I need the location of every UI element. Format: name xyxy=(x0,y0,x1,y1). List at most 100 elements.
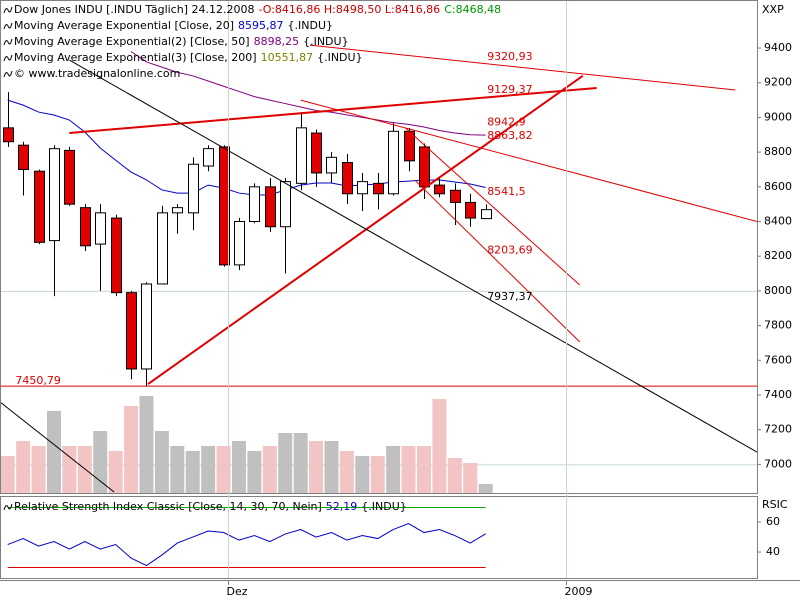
legend-text: 52,19 xyxy=(326,500,358,513)
volume-bar xyxy=(108,451,123,493)
volume-bar xyxy=(416,446,431,493)
volume-bar xyxy=(62,446,77,493)
rsi-plot xyxy=(7,507,486,568)
candle-body xyxy=(111,217,122,294)
volume-bar xyxy=(339,451,354,493)
candle-body xyxy=(49,148,60,242)
candle-body xyxy=(280,181,291,228)
price-label: 8541,5 xyxy=(487,185,526,198)
y-tick-label: 60 xyxy=(766,515,780,528)
indicator-icon xyxy=(3,54,13,62)
candle-body xyxy=(434,184,445,195)
candle-body xyxy=(265,186,276,228)
candle-body xyxy=(95,212,106,245)
price-label: 8942,9 xyxy=(487,115,526,128)
legend-text: © www.tradesignalonline.com xyxy=(14,67,180,80)
y-tick-label: 9400 xyxy=(764,41,792,54)
legend-entry: Moving Average Exponential(3) [Close, 20… xyxy=(14,51,363,64)
price-label: 9129,37 xyxy=(487,83,533,96)
volume-bar xyxy=(432,399,447,493)
candle-body xyxy=(141,283,152,370)
y-tick-label: 8000 xyxy=(764,284,792,297)
indicator-line xyxy=(130,51,486,136)
legend-text: Moving Average Exponential [Close, 20] xyxy=(14,19,234,32)
trendline xyxy=(309,44,736,91)
candle-body xyxy=(373,182,384,195)
indicator-icon xyxy=(3,6,13,14)
candle-body xyxy=(3,127,14,143)
legend-entry: Moving Average Exponential(2) [Close, 50… xyxy=(14,35,349,48)
volume-bar xyxy=(447,458,462,493)
volume-bar xyxy=(154,431,169,493)
candle-body xyxy=(172,207,183,214)
candle-body xyxy=(419,146,430,188)
legend-entry: Moving Average Exponential [Close, 20] 85… xyxy=(14,19,333,32)
candle-body xyxy=(342,162,353,195)
axis-label: RSIC xyxy=(762,498,788,511)
legend-text: {.INDU} xyxy=(317,51,363,64)
volume-bar xyxy=(324,441,339,493)
trendline xyxy=(414,179,581,343)
y-tick-label: 8400 xyxy=(764,215,792,228)
volume-bar xyxy=(370,456,385,493)
indicator-icon xyxy=(3,38,13,46)
trendline xyxy=(405,127,581,286)
legend-text: 8595,87 xyxy=(238,19,284,32)
price-label: 8863,82 xyxy=(487,129,533,142)
y-tick-label: 7200 xyxy=(764,423,792,436)
y-tick-label: 7400 xyxy=(764,388,792,401)
candle-body xyxy=(311,132,322,174)
y-tick-label: 7000 xyxy=(764,457,792,470)
legend-text: {.INDU} xyxy=(361,500,407,513)
trendline xyxy=(147,74,584,385)
legend-text: {.INDU} xyxy=(288,19,334,32)
indicator-icon xyxy=(3,503,13,511)
legend-entry: Dow Jones INDU [.INDU Täglich] 24.12.200… xyxy=(14,3,501,16)
volume-bar xyxy=(31,446,46,493)
volume-bar xyxy=(1,456,15,493)
volume-bar xyxy=(386,446,401,493)
candle-body xyxy=(219,146,230,266)
price-label: 7937,37 xyxy=(487,290,533,303)
y-tick-label: 40 xyxy=(766,545,780,558)
candle-body xyxy=(18,144,29,170)
candle-body xyxy=(465,201,476,219)
indicator-icon xyxy=(3,70,13,78)
volume-bar xyxy=(216,446,231,493)
y-tick-label: 8200 xyxy=(764,249,792,262)
y-tick-label: 8600 xyxy=(764,180,792,193)
x-tick-label: Dez xyxy=(227,585,248,598)
y-tick-label: 7600 xyxy=(764,353,792,366)
trendline xyxy=(300,99,757,223)
volume-bar xyxy=(16,441,31,493)
legend-text: 10551,87 xyxy=(261,51,314,64)
legend-text: C:8468,48 xyxy=(444,3,501,16)
axis-label: XXP xyxy=(762,3,784,16)
legend-entry: © www.tradesignalonline.com xyxy=(14,67,180,80)
candle-body xyxy=(388,130,399,195)
candle-body xyxy=(80,207,91,247)
volume-bar xyxy=(77,446,92,493)
indicator-icon xyxy=(3,22,13,30)
price-label: 9320,93 xyxy=(487,50,533,63)
price-label: 7450,79 xyxy=(15,374,61,387)
indicator-line xyxy=(7,99,486,196)
candle-body xyxy=(126,292,137,370)
legend-text: 8898,25 xyxy=(254,35,300,48)
volume-bar xyxy=(262,446,277,493)
candle-body xyxy=(450,189,461,203)
legend-text: -O:8416,86 H:8498,50 L:8416,86 xyxy=(258,3,440,16)
y-tick-label: 9000 xyxy=(764,110,792,123)
legend-entry: Relative Strength Index Classic [Close, … xyxy=(14,500,407,513)
volume-bar xyxy=(124,406,139,493)
trendline xyxy=(1,402,115,493)
candle-body xyxy=(326,156,337,174)
candle-body xyxy=(249,186,260,223)
candle-body xyxy=(357,181,368,195)
legend-text: Moving Average Exponential(3) [Close, 20… xyxy=(14,51,257,64)
candle-body xyxy=(34,170,45,243)
volume-bar xyxy=(46,411,61,493)
candle-body xyxy=(203,148,214,167)
